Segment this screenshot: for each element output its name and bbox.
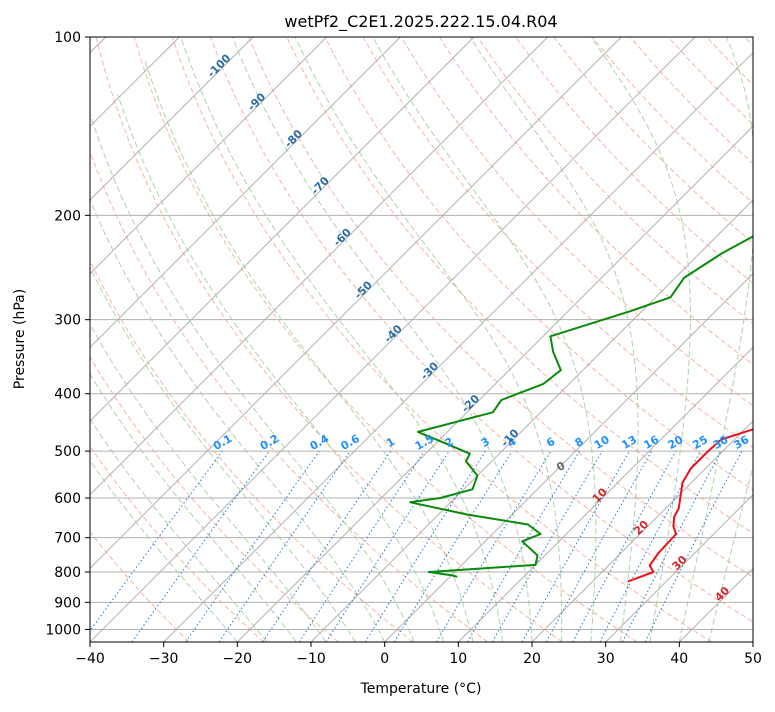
y-tick-label: 300 xyxy=(54,313,81,329)
y-tick-label: 200 xyxy=(54,208,81,224)
x-axis-label: Temperature (°C) xyxy=(360,681,482,697)
y-tick-label: 1000 xyxy=(45,622,81,638)
x-tick-label: 10 xyxy=(449,651,467,667)
x-tick-label: −40 xyxy=(75,651,105,667)
x-tick-label: 40 xyxy=(670,651,688,667)
x-tick-label: 0 xyxy=(380,651,389,667)
y-tick-label: 700 xyxy=(54,531,81,547)
x-tick-label: −20 xyxy=(223,651,253,667)
x-tick-label: 20 xyxy=(523,651,541,667)
x-tick-label: 50 xyxy=(744,651,762,667)
y-tick-label: 400 xyxy=(54,387,81,403)
x-tick-label: −10 xyxy=(296,651,326,667)
y-tick-label: 800 xyxy=(54,565,81,581)
y-axis-label: Pressure (hPa) xyxy=(12,289,28,389)
y-tick-label: 100 xyxy=(54,30,81,46)
x-tick-label: −30 xyxy=(149,651,179,667)
chart-title: wetPf2_C2E1.2025.222.15.04.R04 xyxy=(284,12,557,32)
y-tick-label: 600 xyxy=(54,491,81,507)
x-tick-label: 30 xyxy=(597,651,615,667)
y-tick-label: 900 xyxy=(54,595,81,611)
y-tick-label: 500 xyxy=(54,444,81,460)
